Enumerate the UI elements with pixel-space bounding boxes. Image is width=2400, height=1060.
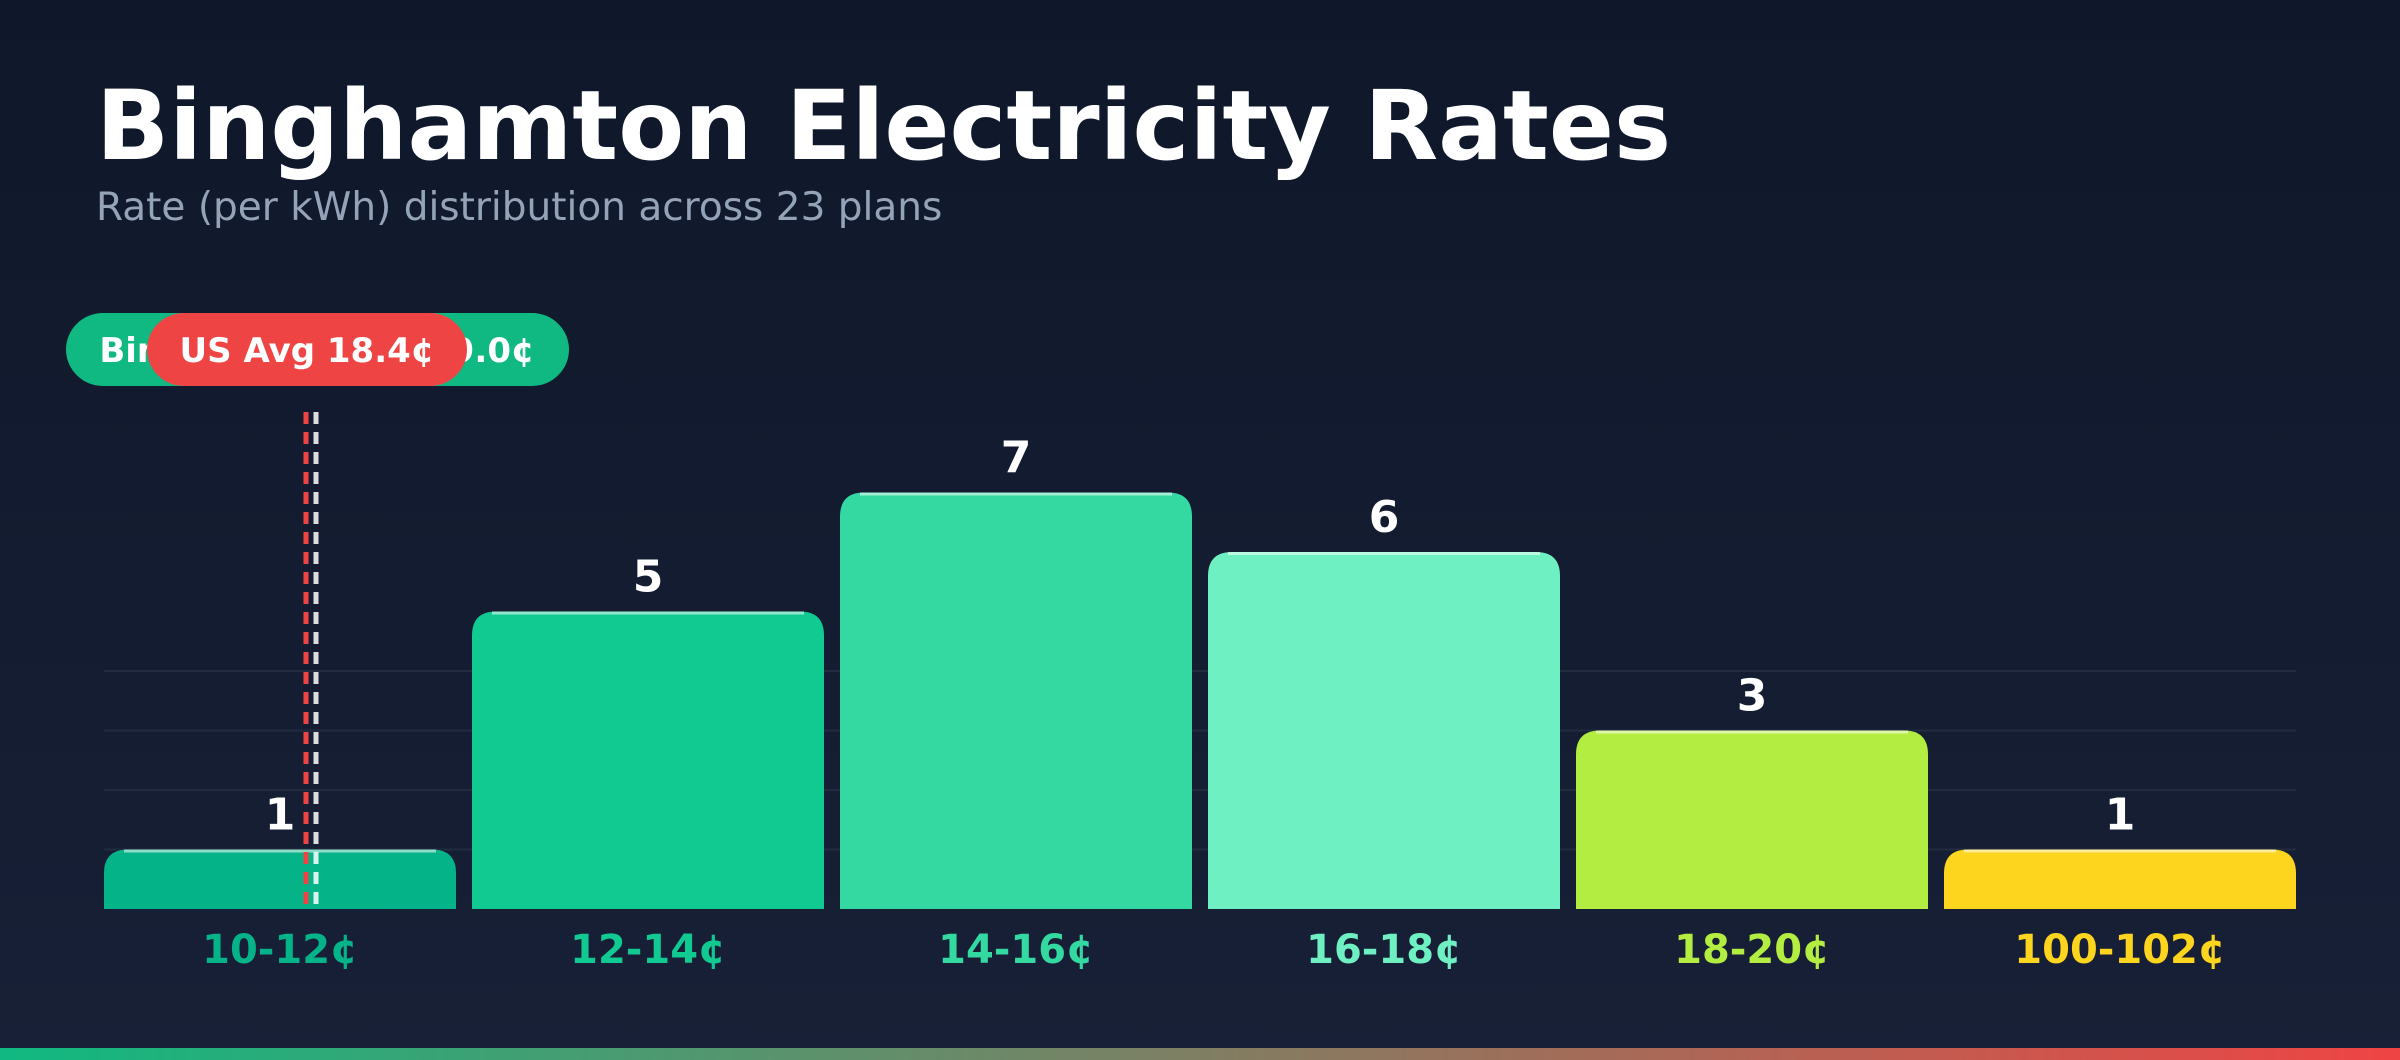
bar-value-label: 5 [633, 552, 664, 603]
bar [104, 849, 456, 909]
category-label: 16-18¢ [1306, 927, 1462, 973]
category-label: 14-16¢ [938, 927, 1094, 973]
chart-title: Binghamton Electricity Rates [96, 70, 1672, 182]
bar [472, 611, 824, 909]
category-label: 10-12¢ [202, 927, 358, 973]
bar [840, 492, 1192, 909]
bar-value-label: 3 [1737, 671, 1768, 722]
bar-value-label: 7 [1001, 433, 1032, 484]
bar-value-label: 6 [1369, 492, 1400, 543]
bar-value-label: 1 [2105, 790, 2136, 841]
grid-lines [104, 670, 2296, 851]
us-avg-badge [147, 313, 467, 386]
bar [1944, 849, 2296, 909]
bottom-accent-bar [0, 1048, 2400, 1060]
category-label: 12-14¢ [570, 927, 726, 973]
category-label: 18-20¢ [1674, 927, 1830, 973]
us-avg-label: US Avg 18.4¢ [180, 331, 435, 371]
bar [1576, 730, 1928, 909]
category-label: 100-102¢ [2014, 927, 2225, 973]
average-markers: Binghamton Avg 19.0¢ US Avg 18.4¢ [66, 313, 569, 909]
chart-subtitle: Rate (per kWh) distribution across 23 pl… [96, 185, 943, 230]
bars: 1 10-12¢ 5 12-14¢ 7 14-16¢ 6 16-18¢ 3 18-20¢ 1 100-… [104, 433, 2296, 973]
bar-value-label: 1 [265, 790, 296, 841]
bar [1208, 552, 1560, 909]
